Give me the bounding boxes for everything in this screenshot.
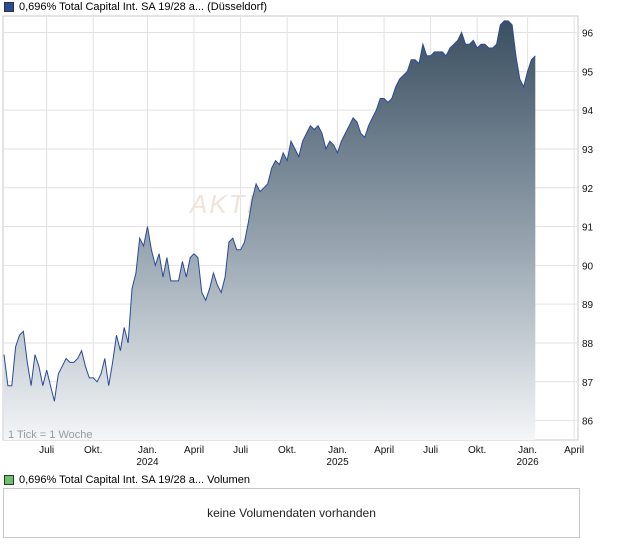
price-line <box>3 20 536 402</box>
y-tick-label: 96 <box>582 29 594 40</box>
x-tick-label: Jan. <box>138 445 157 456</box>
x-tick-label: Okt. <box>278 445 296 456</box>
volume-panel: keine Volumendaten vorhanden <box>3 488 580 538</box>
x-tick-label: April <box>184 445 204 456</box>
x-tick-label: Jan. <box>518 445 537 456</box>
y-tick-label: 86 <box>582 417 594 428</box>
x-tick-year: 2026 <box>516 457 539 468</box>
price-chart: AKTI 1 Tick = 1 Woche 86 87 88 89 90 91 92 93 94… <box>2 15 594 468</box>
y-tick-label: 93 <box>582 145 594 156</box>
volume-legend-swatch <box>4 475 14 485</box>
y-tick-label: 91 <box>582 223 594 234</box>
y-axis: 86 87 88 89 90 91 92 93 94 95 96 <box>582 29 594 428</box>
x-tick-year: 2024 <box>136 457 159 468</box>
tick-note: 1 Tick = 1 Woche <box>8 429 92 441</box>
x-tick-label: Juli <box>39 445 54 456</box>
watermark: AKTI <box>188 189 256 219</box>
price-legend-label: 0,696% Total Capital Int. SA 19/28 a... … <box>19 1 268 13</box>
volume-empty-message: keine Volumendaten vorhanden <box>207 506 376 520</box>
x-tick-label: Juli <box>233 445 248 456</box>
x-tick-label: April <box>564 445 584 456</box>
price-area <box>4 20 536 441</box>
volume-legend-label: 0,696% Total Capital Int. SA 19/28 a... … <box>19 474 250 486</box>
price-legend-swatch <box>4 2 14 12</box>
y-tick-label: 90 <box>582 261 594 272</box>
x-tick-label: Okt. <box>84 445 102 456</box>
volume-legend: 0,696% Total Capital Int. SA 19/28 a... … <box>4 473 250 487</box>
x-tick-year: 2025 <box>326 457 349 468</box>
x-tick-label: Jan. <box>328 445 347 456</box>
y-tick-label: 87 <box>582 378 594 389</box>
y-tick-label: 95 <box>582 67 594 78</box>
price-legend: 0,696% Total Capital Int. SA 19/28 a... … <box>4 0 267 14</box>
y-tick-label: 88 <box>582 339 594 350</box>
y-tick-label: 89 <box>582 300 594 311</box>
x-tick-label: Juli <box>423 445 438 456</box>
y-tick-label: 94 <box>582 106 594 117</box>
y-tick-label: 92 <box>582 184 594 195</box>
x-tick-label: Okt. <box>468 445 486 456</box>
x-tick-label: April <box>374 445 394 456</box>
